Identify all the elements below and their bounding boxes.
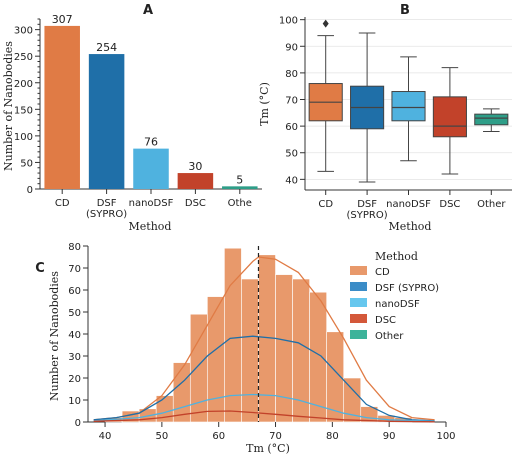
panel-a-y-tick-label: 300 [14, 26, 33, 37]
panel-c-x-tick-label: 60 [212, 431, 225, 442]
legend-swatch [350, 330, 367, 339]
panel-b-x-tick-label: DSC [439, 199, 460, 210]
panel-a-bar-value-label: 254 [96, 41, 117, 54]
panel-c-x-tick-label: 80 [326, 431, 339, 442]
panel-c-y-tick-label: 10 [68, 396, 81, 407]
panel-c-y-tick-label: 20 [68, 374, 81, 385]
panel-c-y-tick-label: 60 [68, 286, 81, 297]
panel-a-x-tick-label: nanoDSF [129, 198, 174, 209]
legend-title: Method [375, 250, 418, 263]
panel-a-y-tick-label: 50 [20, 158, 33, 169]
panel-b-y-tick-label: 100 [279, 16, 298, 27]
panel-b-x-tick-label: CD [318, 199, 333, 210]
panel-c-y-tick-label: 30 [68, 352, 81, 363]
panel-c-y-axis-label: Number of Nanobodies [48, 271, 61, 401]
panel-c-hist-bar [275, 274, 293, 423]
panel-c-x-tick-label: 90 [383, 431, 396, 442]
legend-entry-label: Other [375, 331, 404, 342]
legend-swatch [350, 282, 367, 291]
panel-b-y-tick-label: 50 [285, 149, 298, 160]
panel-a-bar [222, 186, 258, 189]
panel-c-y-tick-label: 40 [68, 330, 81, 341]
panel-c-x-tick-label: 100 [436, 431, 455, 442]
panel-a-bar-value-label: 30 [188, 160, 202, 173]
panel-a-x-tick-label: DSC [185, 198, 206, 209]
panel-c-hist-bar [309, 291, 327, 423]
panel-b-box-plot: 40 50 60 70 80 90 100 CD DSF (SYPRO)nanoDSF DSC Oth… [258, 16, 512, 233]
panel-a-y-tick-label: 0 [27, 185, 33, 196]
panel-a-bar [44, 25, 80, 189]
panel-c-hist-bar [172, 362, 191, 423]
panel-b-y-tick-label: 70 [285, 96, 298, 107]
panel-b-box [391, 91, 426, 122]
panel-c-x-tick-label: 50 [156, 431, 169, 442]
panel-c-hist-bar [326, 331, 345, 423]
panel-a-y-tick-label: 250 [14, 52, 33, 63]
panel-c-hist-bar [343, 377, 362, 423]
panel-c-hist-bar [241, 278, 259, 423]
panel-b-x-tick-label: nanoDSF [386, 199, 431, 210]
panel-c-y-tick-label: 0 [75, 418, 81, 429]
panel-a-x-tick-label: DSF (SYPRO) [86, 198, 127, 220]
panel-a-y-tick-label: 100 [14, 132, 33, 143]
panel-c-density-curve [93, 410, 435, 423]
panel-b-y-tick-label: 60 [285, 122, 298, 133]
legend-swatch [350, 266, 367, 275]
panel-c-y-tick-label: 70 [68, 264, 81, 275]
panel-c-y-tick-label: 50 [68, 308, 81, 319]
legend-entry-label: nanoDSF [375, 299, 420, 310]
panel-a-bar-value-label: 5 [236, 173, 243, 186]
panel-c-x-axis-label: Tm (°C) [246, 442, 290, 455]
panel-a-bar-value-label: 76 [144, 136, 158, 149]
panel-a-x-tick-label: Othe [228, 198, 252, 209]
panel-label-b: B [400, 3, 410, 18]
panel-a-y-tick-label: 150 [14, 105, 33, 116]
panel-b-y-tick-label: 90 [285, 42, 298, 53]
legend-entry-label: CD [375, 267, 390, 278]
panel-a-bar-value-label: 307 [52, 13, 73, 26]
panel-c-marks: 40 50 60 70 80 90 100 0 10 20 30 40 50 60 70 80 [68, 242, 455, 442]
panel-c-hist-bar [207, 296, 225, 423]
panel-b-y-axis-label: Tm (°C) [258, 82, 271, 126]
panel-a-y-tick-label: 200 [14, 79, 33, 90]
panel-b-y-tick-label: 80 [285, 69, 298, 80]
legend-entry-label: DSC [375, 315, 396, 326]
panel-c-x-tick-label: 70 [269, 431, 282, 442]
panel-b-x-tick-label: DSF (SYPRO) [347, 199, 388, 221]
legend-entry-label: DSF (SYPRO) [375, 283, 439, 294]
panel-a-marks: 0 50 100 150 200 250 300 307 CD 254 DSF (SYPRO) 76 na… [14, 13, 258, 220]
panel-a-x-tick-label: CD [55, 198, 70, 209]
panel-a-bar-chart: 0 50 100 150 200 250 300 307 CD 254 DSF (SYPRO) 76 na… [2, 13, 262, 233]
panel-b-outlier [322, 19, 329, 28]
panel-b-x-tick-label: Other [477, 199, 506, 210]
panel-a-bar [88, 54, 125, 189]
panel-c-density-curve [93, 393, 435, 422]
panel-b-x-axis-label: Method [389, 220, 432, 233]
panel-label-a: A [143, 3, 153, 18]
panel-a-bar [133, 148, 169, 189]
panel-c-histogram: 40 50 60 70 80 90 100 0 10 20 30 40 50 60 70 80 Method … [48, 242, 456, 455]
panel-a-y-axis-label: Number of Nanobodies [2, 41, 15, 171]
panel-b-y-tick-label: 40 [285, 175, 298, 186]
panel-b-box [474, 113, 509, 126]
panel-a-x-axis-label: Method [129, 220, 172, 233]
legend-swatch [350, 314, 367, 323]
panel-a-bar [177, 173, 214, 189]
panel-c-legend: Method CD DSF (SYPRO) nanoDSF DSC Other [350, 250, 439, 342]
panel-b-box [432, 96, 467, 138]
legend-swatch [350, 298, 367, 307]
panel-label-c: C [35, 261, 45, 276]
panel-b-marks: 40 50 60 70 80 90 100 CD DSF (SYPRO)nanoDSF DSC Oth… [279, 16, 509, 221]
panel-c-density-curve [93, 335, 435, 422]
panel-c-y-tick-label: 80 [68, 242, 81, 253]
panel-c-x-tick-label: 40 [99, 431, 112, 442]
